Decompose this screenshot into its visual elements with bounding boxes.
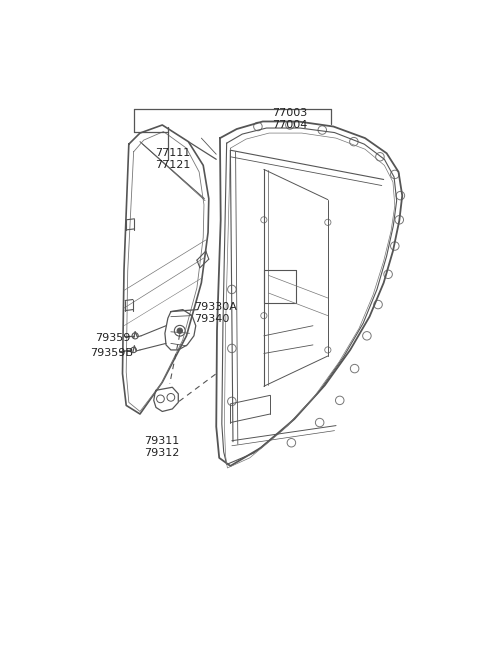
Text: 77111
77121: 77111 77121 bbox=[155, 149, 190, 170]
Text: 79359: 79359 bbox=[96, 333, 131, 343]
Circle shape bbox=[177, 328, 182, 333]
Text: 79311
79312: 79311 79312 bbox=[144, 436, 179, 458]
Text: 77003
77004: 77003 77004 bbox=[272, 108, 307, 130]
Text: 79359B: 79359B bbox=[91, 348, 133, 358]
Text: 79330A
79340: 79330A 79340 bbox=[194, 303, 237, 324]
